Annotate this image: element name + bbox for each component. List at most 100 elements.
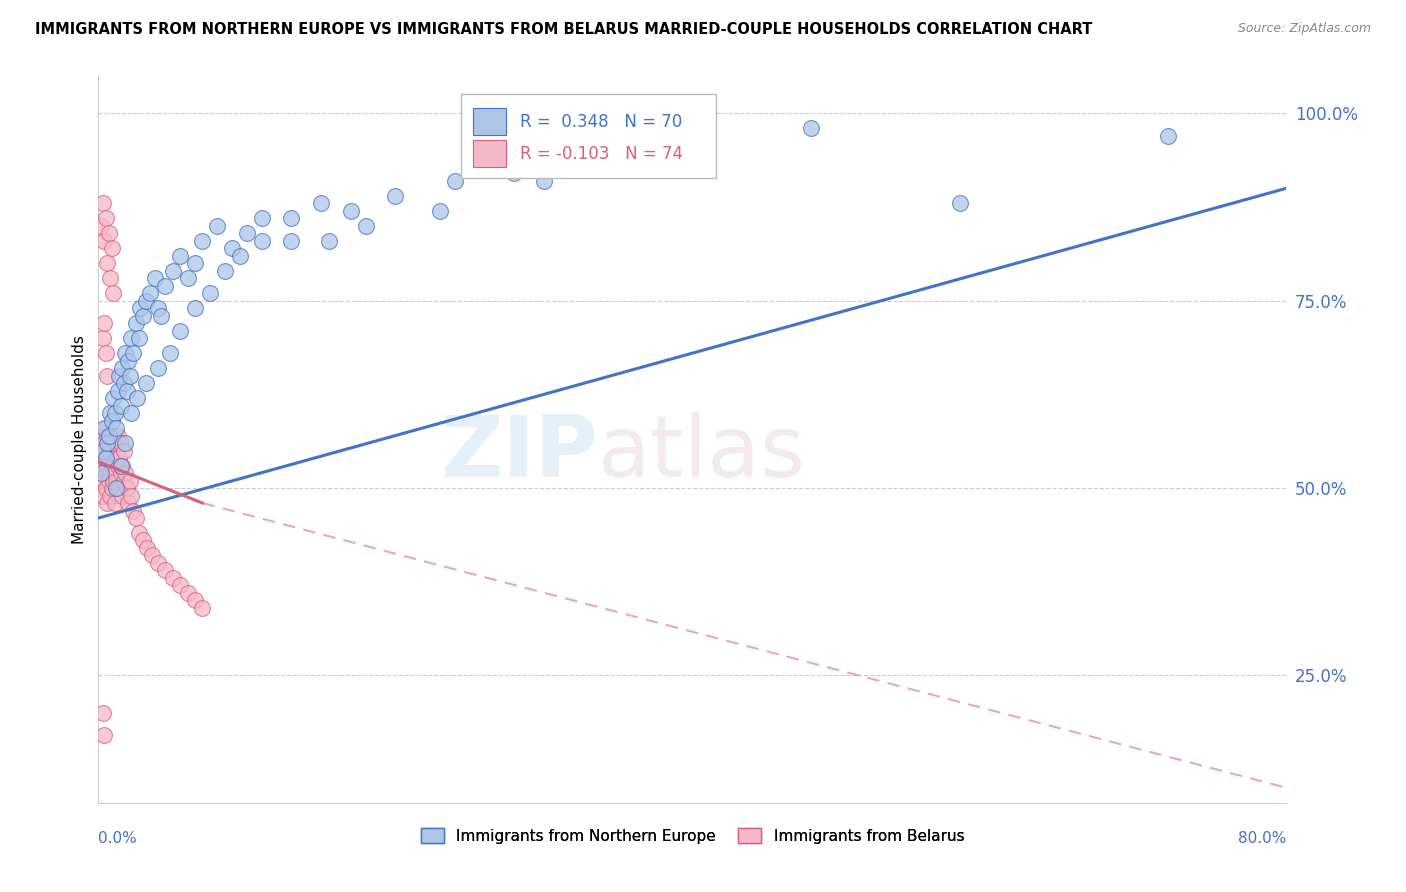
Point [111, 489, 134, 503]
Point [93, 728, 115, 742]
Point [120, 489, 142, 503]
Point [90, 481, 112, 495]
Point [112, 443, 135, 458]
Point [132, 309, 155, 323]
Point [98, 271, 121, 285]
Point [146, 361, 169, 376]
Point [118, 368, 141, 383]
Point [114, 346, 136, 360]
Point [98, 466, 121, 480]
Point [105, 481, 128, 495]
Point [97, 474, 120, 488]
Point [91, 443, 114, 458]
Point [135, 376, 157, 390]
Point [354, 219, 377, 233]
Point [105, 474, 128, 488]
Point [117, 496, 139, 510]
Point [214, 263, 236, 277]
Point [114, 436, 136, 450]
Point [1156, 128, 1178, 143]
Point [280, 234, 302, 248]
Point [107, 384, 129, 398]
Point [94, 421, 117, 435]
Point [124, 316, 146, 330]
Point [97, 226, 120, 240]
Point [128, 526, 150, 541]
Point [149, 309, 172, 323]
Point [176, 271, 198, 285]
Point [280, 211, 302, 226]
Point [96, 436, 118, 450]
Point [250, 211, 273, 226]
Point [96, 368, 118, 383]
FancyBboxPatch shape [461, 94, 716, 178]
Point [98, 489, 121, 503]
Point [191, 601, 214, 615]
Point [184, 301, 207, 315]
Point [176, 586, 198, 600]
Point [93, 234, 115, 248]
Point [110, 399, 132, 413]
Point [117, 353, 139, 368]
Point [93, 316, 115, 330]
Point [443, 174, 465, 188]
Text: Source: ZipAtlas.com: Source: ZipAtlas.com [1237, 22, 1371, 36]
Point [91, 706, 114, 720]
Point [89, 466, 111, 480]
Point [162, 571, 184, 585]
Point [103, 474, 125, 488]
Point [162, 263, 184, 277]
Point [120, 331, 142, 345]
Point [104, 466, 127, 480]
Point [112, 376, 135, 390]
Point [107, 458, 129, 473]
Point [135, 293, 157, 308]
Point [111, 361, 134, 376]
Point [94, 346, 117, 360]
Point [136, 541, 159, 555]
Point [91, 196, 114, 211]
Text: R =  0.348   N = 70: R = 0.348 N = 70 [520, 112, 682, 130]
Point [103, 436, 125, 450]
Point [607, 144, 630, 158]
Point [110, 458, 132, 473]
Point [115, 481, 138, 495]
Point [198, 286, 221, 301]
Point [146, 301, 169, 315]
Point [104, 496, 127, 510]
Point [96, 458, 118, 473]
Point [108, 451, 131, 466]
Point [111, 458, 134, 473]
Point [132, 533, 155, 548]
Point [184, 256, 207, 270]
Text: atlas: atlas [598, 412, 806, 495]
Point [141, 549, 163, 563]
Point [318, 234, 340, 248]
Point [118, 474, 141, 488]
Point [96, 256, 118, 270]
Point [93, 421, 115, 435]
Point [384, 188, 406, 202]
Text: ZIP: ZIP [440, 412, 598, 495]
Point [340, 203, 363, 218]
Point [101, 458, 124, 473]
Point [146, 556, 169, 570]
Point [309, 196, 332, 211]
Point [155, 278, 177, 293]
Point [169, 249, 191, 263]
Point [155, 564, 177, 578]
Point [101, 428, 124, 442]
Point [93, 436, 115, 450]
Point [110, 436, 132, 450]
Point [169, 578, 191, 592]
Point [236, 226, 259, 240]
Point [93, 474, 115, 488]
Text: 0.0%: 0.0% [98, 830, 138, 846]
Point [250, 234, 273, 248]
Point [205, 219, 228, 233]
Point [94, 481, 117, 495]
Point [121, 346, 143, 360]
Point [115, 384, 138, 398]
Point [91, 489, 114, 503]
Point [221, 241, 243, 255]
